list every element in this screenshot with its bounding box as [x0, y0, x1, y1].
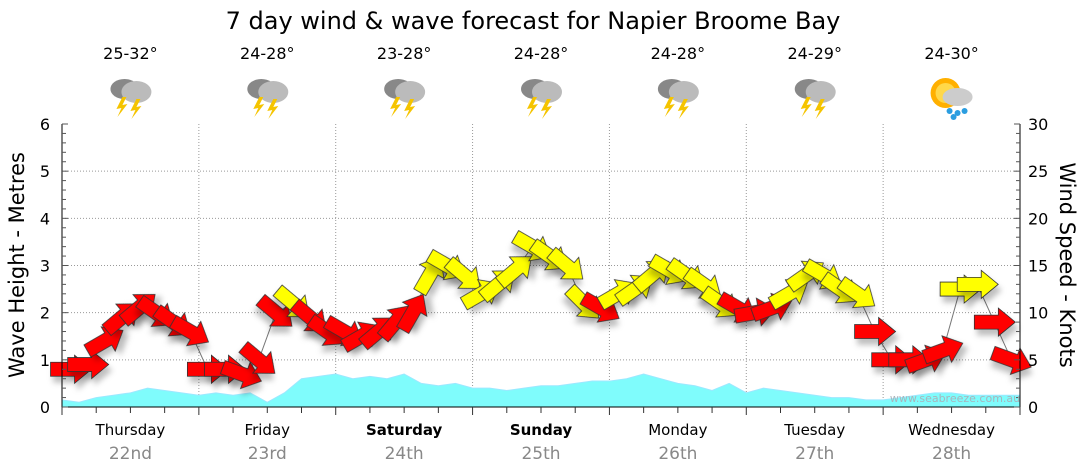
day-date: 22nd [109, 444, 152, 464]
y2-tick-label: 20 [1028, 209, 1048, 228]
rain-drop [946, 108, 953, 114]
rain-drop [954, 110, 961, 116]
lightning-icon [253, 97, 265, 117]
lightning-icon [814, 99, 826, 119]
lightning-icon [116, 97, 128, 117]
thunderstorm-icon [521, 79, 562, 119]
sun-cloud-rain-icon [930, 78, 973, 120]
day-temperature: 24-28° [514, 44, 569, 63]
cloud-shape [258, 81, 289, 103]
wind-arrow [956, 269, 999, 300]
thunderstorm-icon [384, 79, 426, 119]
thunderstorm-icon [657, 79, 699, 119]
y2-tick-label: 15 [1028, 257, 1048, 276]
y2-axis-label: Wind Speed - Knots [1055, 162, 1079, 367]
day-name: Thursday [95, 421, 166, 439]
day-temperature: 24-28° [240, 44, 295, 63]
cloud-shape [121, 81, 152, 103]
day-date: 24th [385, 444, 424, 464]
wind-arrow [396, 293, 428, 335]
day-date: 23rd [248, 444, 287, 464]
day-date: 25th [521, 444, 560, 464]
rain-drop [950, 114, 957, 120]
wave-height-area [61, 373, 1021, 408]
wind-arrow [168, 314, 210, 347]
day-name: Sunday [510, 421, 573, 439]
day-date: 27th [795, 444, 834, 464]
y2-tick-label: 25 [1028, 162, 1048, 181]
day-name: Wednesday [908, 421, 995, 439]
wind-arrow [921, 335, 964, 365]
cloud-shape [532, 81, 562, 103]
cloud-shape [668, 81, 699, 103]
lightning-icon [541, 99, 552, 119]
y-tick-label: 3 [40, 257, 50, 276]
thunderstorm-icon [247, 79, 289, 119]
day-temperature: 23-28° [377, 44, 432, 63]
day-temperature: 24-28° [651, 44, 706, 63]
wind-arrow [854, 316, 897, 347]
wind-arrow [83, 326, 124, 358]
thunderstorm-icon [110, 79, 152, 119]
lightning-icon [390, 97, 402, 117]
cloud-shape [942, 88, 973, 106]
y-tick-label: 6 [40, 115, 50, 134]
y-tick-label: 2 [40, 304, 50, 323]
cloud-shape [805, 81, 836, 103]
lightning-icon [800, 97, 812, 117]
day-temperature: 25-32° [103, 44, 158, 63]
wind-arrow [546, 246, 584, 280]
rain-drop [961, 108, 968, 114]
lightning-icon [267, 99, 279, 119]
y-axis-label: Wave Height - Metres [5, 152, 29, 378]
y-tick-label: 1 [40, 351, 50, 370]
wind-arrow [973, 307, 1016, 337]
day-name: Friday [245, 421, 291, 439]
y-tick-label: 5 [40, 162, 50, 181]
lightning-icon [663, 97, 675, 117]
y2-tick-label: 30 [1028, 115, 1048, 134]
y2-tick-label: 5 [1028, 351, 1038, 370]
thunderstorm-icon [794, 79, 836, 119]
day-date: 28th [932, 444, 971, 464]
y-tick-label: 4 [40, 209, 50, 228]
lightning-icon [677, 99, 689, 119]
cloud-shape [395, 81, 426, 103]
wind-arrow [836, 276, 876, 309]
wind-speed-line [70, 245, 1012, 375]
day-date: 26th [658, 444, 697, 464]
wind-arrow [443, 256, 481, 289]
wind-arrow [494, 256, 532, 289]
wind-arrow [238, 341, 276, 374]
day-name: Saturday [366, 421, 443, 439]
y-tick-label: 0 [40, 398, 50, 417]
day-temperature: 24-29° [787, 44, 842, 63]
y2-tick-label: 10 [1028, 304, 1048, 323]
wind-arrow [989, 345, 1032, 376]
day-temperature: 24-30° [924, 44, 979, 63]
watermark: www.seabreeze.com.au [890, 392, 1020, 405]
wind-arrow [255, 293, 293, 327]
day-name: Tuesday [783, 421, 845, 439]
wind-arrow [219, 360, 262, 390]
y2-tick-label: 0 [1028, 398, 1038, 417]
lightning-icon [527, 97, 538, 117]
chart-title: 7 day wind & wave forecast for Napier Br… [226, 7, 841, 35]
day-name: Monday [648, 421, 707, 439]
lightning-icon [404, 99, 416, 119]
lightning-icon [130, 99, 142, 119]
